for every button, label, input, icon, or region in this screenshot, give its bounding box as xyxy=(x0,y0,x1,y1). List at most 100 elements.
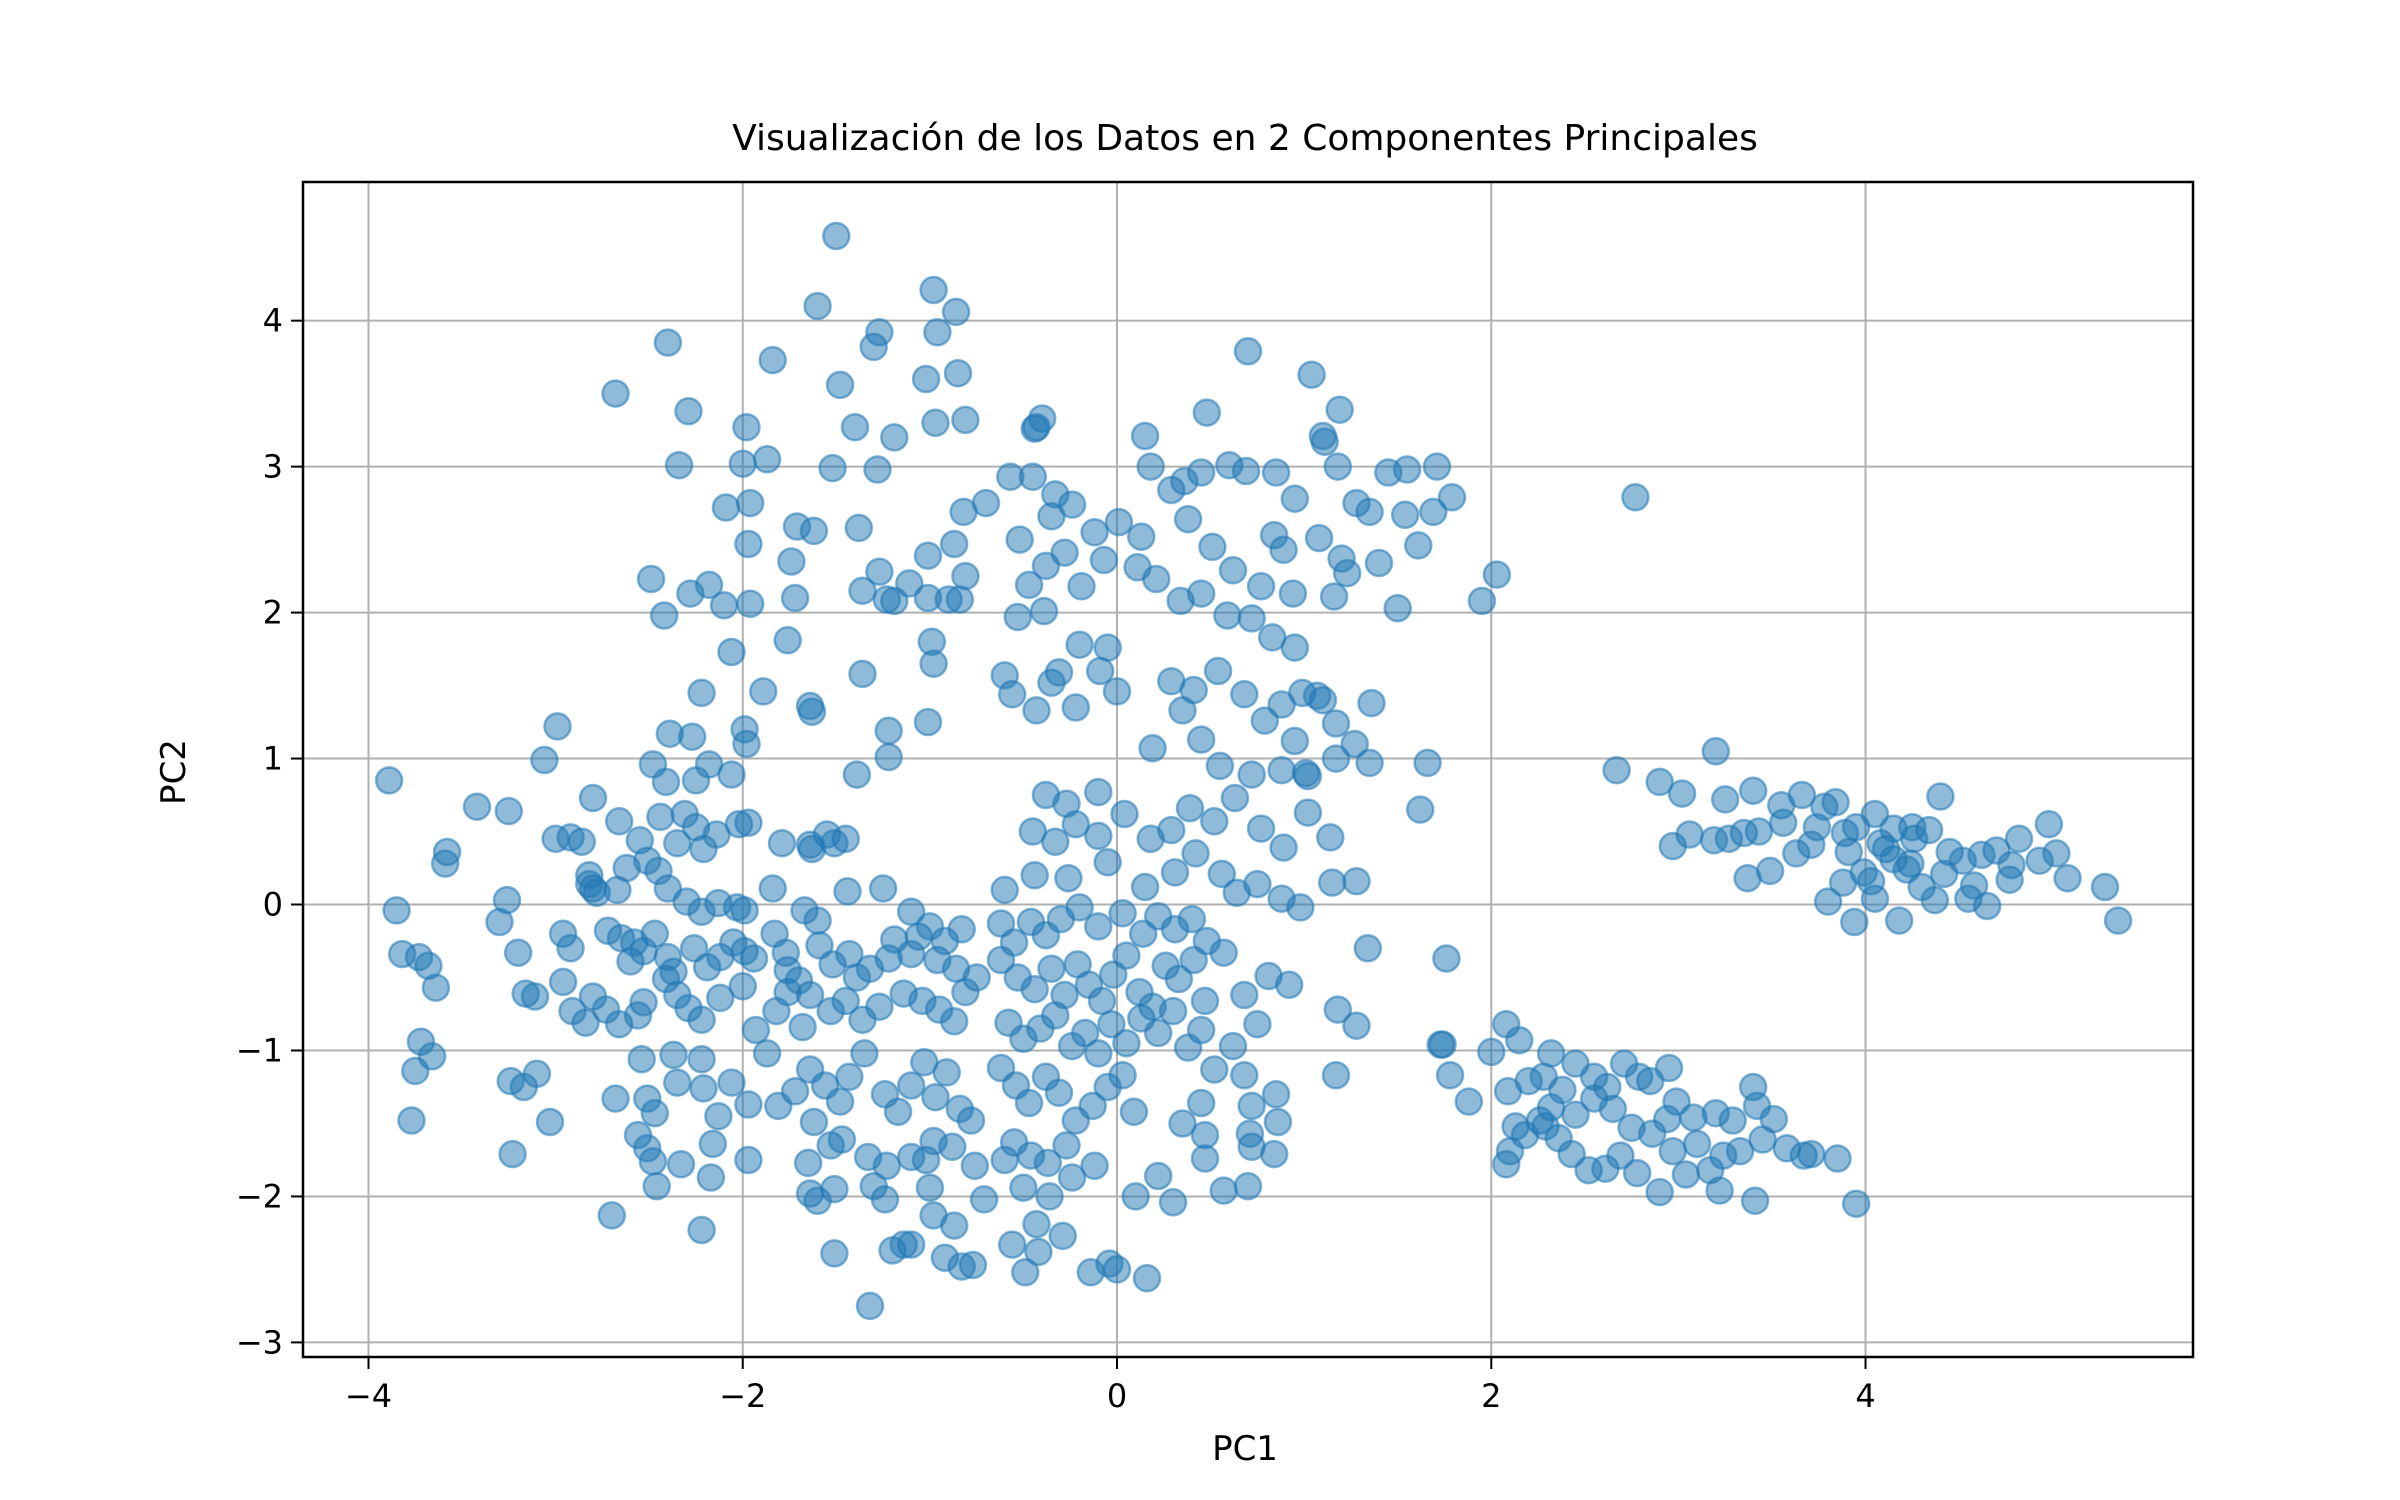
data-point xyxy=(865,992,894,1021)
data-point xyxy=(1112,1028,1141,1058)
data-point xyxy=(1744,817,1774,846)
data-point xyxy=(951,405,980,435)
data-point xyxy=(1243,1009,1272,1039)
data-point xyxy=(1230,980,1259,1010)
data-point xyxy=(642,1171,671,1201)
data-point xyxy=(421,973,451,1002)
data-point xyxy=(498,1139,527,1169)
data-point xyxy=(962,963,991,992)
data-point xyxy=(1701,737,1731,766)
data-point xyxy=(1014,570,1044,600)
data-point xyxy=(1357,688,1386,718)
data-point xyxy=(1218,556,1248,585)
data-point xyxy=(1209,1176,1238,1205)
data-point xyxy=(960,1151,990,1181)
data-point xyxy=(1437,483,1467,512)
y-tick-label: 2 xyxy=(263,594,283,632)
data-point xyxy=(797,697,827,727)
data-point xyxy=(1261,1080,1291,1109)
y-tick-label: 0 xyxy=(263,886,283,924)
data-point xyxy=(1037,502,1066,531)
data-point xyxy=(1084,777,1113,807)
data-point xyxy=(687,1005,716,1035)
data-point xyxy=(1061,693,1091,722)
data-point xyxy=(1108,1061,1137,1090)
data-point xyxy=(874,716,903,746)
data-point xyxy=(578,783,608,813)
data-point xyxy=(1267,755,1296,785)
data-point xyxy=(1308,685,1338,715)
data-point xyxy=(1164,964,1194,994)
data-point xyxy=(793,1148,823,1178)
data-point xyxy=(1130,421,1160,451)
data-point xyxy=(1175,793,1205,823)
data-point xyxy=(1080,1151,1109,1181)
data-point xyxy=(1548,1075,1577,1105)
data-point xyxy=(735,589,765,619)
data-point xyxy=(646,802,675,832)
data-point xyxy=(773,626,802,655)
x-tick-label: −4 xyxy=(345,1377,392,1415)
data-point xyxy=(543,712,572,741)
y-tick-label: −2 xyxy=(236,1177,283,1215)
data-point xyxy=(868,874,898,903)
data-point xyxy=(694,570,724,600)
data-point xyxy=(1898,812,1927,842)
data-point xyxy=(734,1090,763,1119)
data-point xyxy=(663,828,692,858)
data-point xyxy=(535,1107,565,1137)
data-point xyxy=(397,1106,426,1135)
y-tick-label: 3 xyxy=(263,448,283,486)
data-point xyxy=(1342,866,1371,896)
data-point xyxy=(1738,1072,1768,1102)
data-point xyxy=(1200,807,1229,836)
data-point xyxy=(1598,1094,1628,1124)
data-point xyxy=(1158,1188,1188,1217)
data-point xyxy=(820,1239,849,1268)
data-point xyxy=(677,722,707,751)
data-point xyxy=(799,1107,829,1137)
data-point xyxy=(374,766,404,795)
data-point xyxy=(958,1250,988,1280)
y-axis-label: PC2 xyxy=(154,739,194,805)
data-point xyxy=(1342,1011,1371,1040)
data-point xyxy=(1823,1144,1852,1173)
data-point xyxy=(1022,1209,1051,1239)
data-point xyxy=(1203,656,1233,686)
x-tick-label: −2 xyxy=(719,1377,766,1415)
data-point xyxy=(1321,744,1351,773)
data-point xyxy=(883,1097,913,1127)
data-point xyxy=(698,1129,728,1159)
data-point xyxy=(1316,823,1345,852)
data-point xyxy=(1022,696,1051,725)
data-point xyxy=(1205,751,1235,781)
data-point xyxy=(1084,912,1113,941)
data-point xyxy=(689,1074,718,1103)
data-point xyxy=(1725,1136,1755,1166)
data-point xyxy=(1280,484,1310,513)
data-point xyxy=(782,512,812,541)
y-tick-label: −1 xyxy=(236,1031,283,1069)
data-point xyxy=(664,450,694,480)
data-point xyxy=(919,275,948,305)
data-point xyxy=(949,497,978,527)
data-point xyxy=(1020,861,1049,890)
data-point xyxy=(939,1211,969,1240)
data-point xyxy=(1645,1177,1674,1207)
x-tick-label: 4 xyxy=(1855,1377,1875,1415)
data-point xyxy=(818,453,847,483)
data-point xyxy=(1218,1031,1248,1061)
data-point xyxy=(1157,815,1186,845)
data-point xyxy=(1233,1171,1263,1201)
data-point xyxy=(728,972,758,1001)
data-point xyxy=(921,408,950,438)
data-point xyxy=(822,221,851,251)
data-point xyxy=(1143,1018,1173,1048)
data-point xyxy=(1102,1255,1132,1284)
data-point xyxy=(1123,553,1152,582)
data-point xyxy=(636,564,666,594)
data-point xyxy=(1841,1189,1871,1218)
data-point xyxy=(1022,412,1051,442)
data-point xyxy=(1278,579,1308,608)
y-axis-ticks: −3 −2 −1 0 1 2 3 4 xyxy=(236,302,303,1361)
